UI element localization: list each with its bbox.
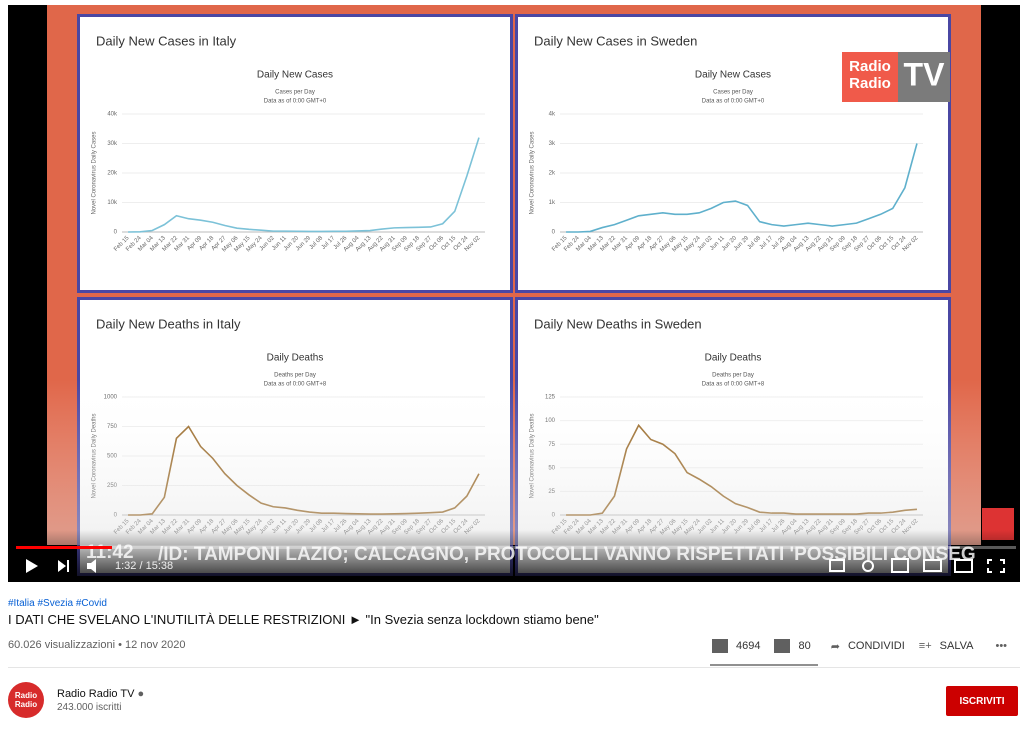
more-button[interactable]: ••• [995, 640, 1008, 652]
y-tick-label: 0 [552, 230, 556, 236]
theater-button[interactable] [923, 559, 942, 572]
logo-red [842, 52, 898, 102]
chart-title: Daily Deaths [267, 353, 324, 364]
subscribers: 243.000 iscritti [57, 702, 122, 713]
y-tick-label: 4k [549, 112, 556, 118]
logo-tv: TV [904, 56, 946, 92]
likes[interactable]: 4694 [736, 640, 761, 652]
channel-name-text[interactable]: Radio Radio TV [57, 688, 135, 700]
chart-subtitle: Cases per Day [275, 90, 315, 96]
like-bar [710, 664, 818, 666]
logo: Radio Radio TV [842, 52, 1014, 540]
actions: 4694 80 ➦ CONDIVIDI ≡+ SALVA ••• [712, 639, 1007, 653]
progress [16, 546, 112, 549]
y-tick-label: 3k [549, 141, 556, 147]
chart-subtitle: Data as of 0:00 GMT+0 [702, 99, 765, 105]
divider [8, 667, 1020, 668]
y-axis-label: Novel Coronavirus Daily Cases [92, 131, 98, 214]
data-line [128, 137, 480, 233]
video-player[interactable]: Daily New Cases in Italy Daily New Cases C… [0, 0, 1029, 584]
next-button[interactable] [58, 560, 69, 572]
chart-title: Daily New Cases [257, 70, 333, 81]
hashtags[interactable]: #Italia #Svezia #Covid [8, 598, 107, 609]
subtitles-button[interactable] [829, 559, 845, 572]
panel [80, 17, 510, 290]
data-line [566, 143, 918, 233]
y-tick-label: 0 [114, 230, 118, 236]
y-axis-label: Novel Coronavirus Daily Cases [530, 131, 536, 214]
chart-title: Daily New Cases [695, 70, 771, 81]
ticker-text: /ID: TAMPONI LAZIO; CALCAGNO, PROTOCOLLI… [158, 544, 976, 565]
share[interactable]: CONDIVIDI [847, 640, 905, 652]
share-icon[interactable]: ➦ [830, 640, 840, 653]
subscribe-button[interactable]: ISCRIVITI [946, 686, 1018, 716]
panel-title: Daily New Cases in Italy [96, 33, 237, 48]
views: 60.026 visualizzazioni • 12 nov 2020 [8, 639, 186, 651]
panel-title: Daily New Cases in Sweden [534, 33, 697, 48]
cast-button[interactable] [954, 559, 973, 573]
avatar-text: Radio [14, 691, 38, 700]
y-tick-label: 2k [549, 171, 556, 177]
chart-subtitle: Deaths per Day [274, 373, 316, 379]
logo-text: Radio [849, 75, 891, 92]
chart-title: Daily Deaths [705, 353, 762, 364]
channel-name[interactable]: Radio Radio TV ● [57, 688, 144, 700]
video-title: I DATI CHE SVELANO L'INUTILITÀ DELLE RES… [8, 612, 599, 627]
logo-text: Radio [849, 58, 891, 75]
progress-track[interactable] [16, 546, 1016, 549]
avatar-text: Radio [14, 700, 38, 709]
play-button[interactable] [26, 559, 38, 573]
y-tick-label: 40k [107, 112, 118, 118]
dislikes[interactable]: 80 [798, 640, 811, 652]
chart-subtitle: Cases per Day [713, 90, 753, 96]
dislike-icon[interactable] [774, 639, 791, 653]
y-tick-label: 1k [549, 200, 556, 206]
chart-subtitle: Data as of 0:00 GMT+0 [264, 99, 327, 105]
volume-button[interactable] [87, 559, 96, 573]
y-tick-label: 30k [107, 141, 118, 147]
save[interactable]: SALVA [939, 640, 974, 652]
y-tick-label: 20k [107, 171, 118, 177]
save-icon[interactable]: ≡+ [918, 640, 932, 652]
channel-avatar[interactable]: Radio Radio [8, 682, 44, 718]
fullscreen-button[interactable] [987, 559, 1005, 573]
panel-title: Daily New Deaths in Sweden [534, 316, 702, 331]
time-display: 1:32 / 15:38 [115, 560, 173, 572]
logo-gray [898, 52, 950, 102]
y-tick-label: 10k [107, 200, 118, 206]
controls-bg [8, 530, 1020, 582]
settings-button[interactable] [862, 560, 874, 572]
like-icon[interactable] [712, 639, 728, 653]
miniplayer-button[interactable] [891, 558, 909, 573]
chart-subtitle: Deaths per Day [712, 373, 754, 379]
verified: ● [137, 688, 145, 700]
panel-title: Daily New Deaths in Italy [96, 316, 241, 331]
fade [47, 380, 981, 545]
